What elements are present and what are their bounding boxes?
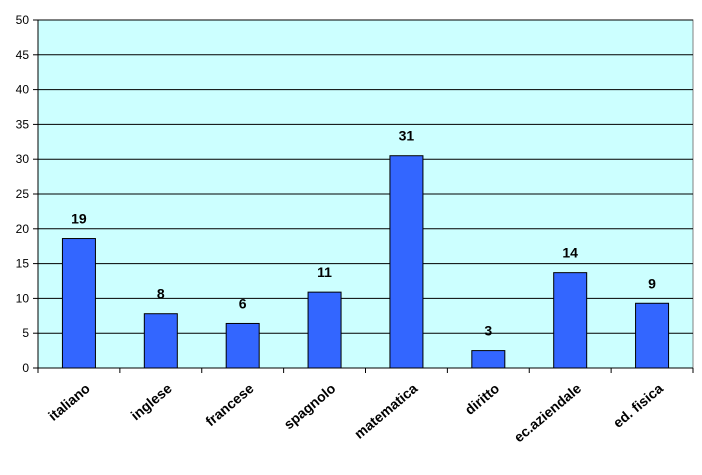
category-label: inglese [127, 380, 174, 423]
y-tick-label: 20 [16, 222, 30, 236]
y-tick-label: 10 [16, 291, 30, 305]
data-label: 14 [562, 245, 578, 261]
data-label: 3 [484, 323, 492, 339]
bar-spagnolo [307, 291, 342, 369]
y-tick-label: 50 [16, 13, 30, 27]
data-label: 11 [317, 264, 332, 280]
y-tick-label: 30 [16, 152, 30, 166]
y-tick-label: 5 [22, 326, 29, 340]
bar-italiano [61, 238, 96, 369]
bar-ed--fisica [635, 302, 670, 369]
y-tick-label: 0 [22, 361, 29, 375]
category-label: spagnolo [281, 380, 339, 432]
bar-ec-aziendale [553, 272, 588, 369]
data-label: 9 [648, 275, 656, 291]
data-label: 31 [399, 128, 415, 144]
bar-diritto [471, 350, 506, 369]
category-label: diritto [462, 380, 503, 418]
x-axis [37, 367, 694, 373]
data-label: 6 [239, 295, 247, 311]
category-labels: italiano inglese francese spagnolo matematic… [45, 380, 666, 445]
category-label: ed. fisica [610, 380, 666, 431]
data-label: 19 [71, 211, 87, 227]
y-tick-label: 15 [16, 257, 30, 271]
category-label: ec.aziendale [511, 380, 585, 445]
bars [61, 155, 670, 369]
category-label: italiano [45, 380, 93, 424]
bar-matematica [389, 155, 424, 369]
y-tick-label: 25 [16, 187, 30, 201]
bar-francese [225, 322, 260, 369]
y-tick-label: 45 [16, 48, 30, 62]
data-labels: 19 8 6 11 31 3 14 9 [71, 128, 656, 339]
y-tick-label: 35 [16, 117, 30, 131]
y-tick-label: 40 [16, 83, 30, 97]
data-label: 8 [157, 286, 165, 302]
category-label: francese [202, 380, 257, 429]
y-axis: 0 5 10 15 20 25 30 35 40 45 50 [16, 13, 39, 375]
bar-inglese [143, 313, 178, 369]
category-label: matematica [351, 380, 420, 442]
